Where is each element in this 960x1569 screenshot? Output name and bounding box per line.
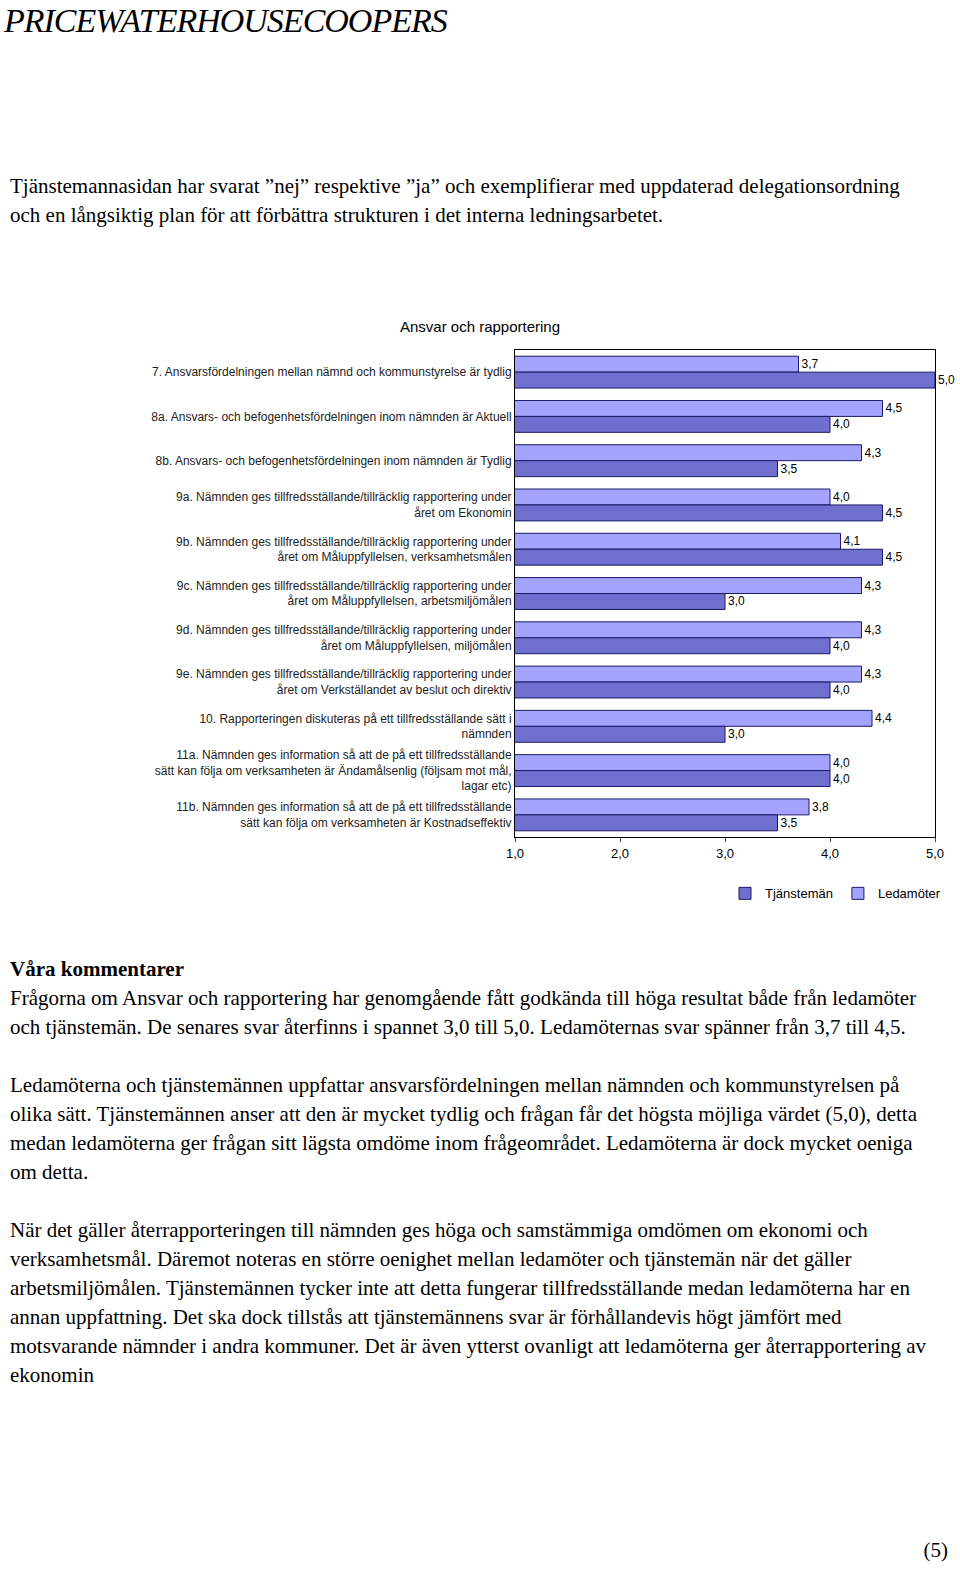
svg-text:9b. Nämnden ges tillfredsställ: 9b. Nämnden ges tillfredsställande/tillr…	[176, 535, 512, 565]
svg-text:4,5: 4,5	[886, 401, 903, 415]
svg-text:3,8: 3,8	[812, 800, 829, 814]
svg-text:9e. Nämnden ges tillfredsställ: 9e. Nämnden ges tillfredsställande/tillr…	[176, 667, 512, 697]
svg-text:Ledamöter: Ledamöter	[878, 886, 941, 901]
svg-text:4,3: 4,3	[865, 667, 882, 681]
svg-text:3,0: 3,0	[716, 846, 734, 861]
html-text:När det gäller återrapporterin: När det gäller återrapporteringen till n…	[10, 1218, 927, 1387]
svg-text:2,0: 2,0	[611, 846, 629, 861]
svg-text:4,3: 4,3	[865, 579, 882, 593]
svg-text:Ansvar och rapportering: Ansvar och rapportering	[400, 318, 560, 335]
svg-text:10. Rapporteringen diskuteras: 10. Rapporteringen diskuteras på ett til…	[199, 712, 511, 742]
svg-text:4,4: 4,4	[875, 711, 892, 725]
svg-text:3,7: 3,7	[802, 357, 819, 371]
svg-text:5,0: 5,0	[926, 846, 944, 861]
svg-text:5,0: 5,0	[938, 373, 955, 387]
svg-text:7. Ansvarsfördelningen mellan: 7. Ansvarsfördelningen mellan nämnd och …	[152, 365, 512, 379]
svg-text:3,0: 3,0	[728, 727, 745, 741]
html-text:Tjänstemannasidan har svarat ”: Tjänstemannasidan har svarat ”nej” respe…	[10, 174, 900, 227]
svg-text:8b. Ansvars- och befogenhetsfö: 8b. Ansvars- och befogenhetsfördelningen…	[156, 454, 512, 468]
svg-text:11a. Nämnden ges information s: 11a. Nämnden ges information så att de p…	[155, 748, 512, 793]
svg-text:9d. Nämnden ges tillfredsställ: 9d. Nämnden ges tillfredsställande/tillr…	[176, 623, 512, 653]
svg-text:Tjänstemän: Tjänstemän	[765, 886, 833, 901]
svg-text:9c. Nämnden ges tillfredsställ: 9c. Nämnden ges tillfredsställande/tillr…	[177, 579, 512, 609]
html-text:(5): (5)	[923, 1538, 948, 1562]
svg-text:1,0: 1,0	[506, 846, 524, 861]
svg-text:3,5: 3,5	[781, 816, 798, 830]
svg-text:3,5: 3,5	[781, 462, 798, 476]
svg-text:4,3: 4,3	[865, 446, 882, 460]
svg-text:3,0: 3,0	[728, 594, 745, 608]
html-text:Ledamöterna och tjänstemännen: Ledamöterna och tjänstemännen uppfattar …	[10, 1073, 917, 1184]
html-text:Frågorna om Ansvar och rapport: Frågorna om Ansvar och rapportering har …	[10, 986, 917, 1039]
svg-text:4,0: 4,0	[833, 683, 850, 697]
svg-text:4,0: 4,0	[833, 417, 850, 431]
html-text:PRICEWATERHOUSECOOPERS: PRICEWATERHOUSECOOPERS	[4, 2, 447, 39]
svg-text:4,5: 4,5	[886, 506, 903, 520]
svg-text:4,0: 4,0	[833, 639, 850, 653]
svg-text:4,0: 4,0	[833, 756, 850, 770]
svg-text:8a. Ansvars- och befogenhetsfö: 8a. Ansvars- och befogenhetsfördelningen…	[151, 410, 511, 424]
svg-text:4,0: 4,0	[821, 846, 839, 861]
svg-text:4,0: 4,0	[833, 772, 850, 786]
svg-text:4,0: 4,0	[833, 490, 850, 504]
html-text:Våra kommentarer: Våra kommentarer	[10, 957, 184, 981]
svg-text:9a. Nämnden ges tillfredsställ: 9a. Nämnden ges tillfredsställande/tillr…	[176, 490, 512, 520]
svg-text:4,1: 4,1	[844, 534, 861, 548]
svg-text:11b. Nämnden ges information s: 11b. Nämnden ges information så att de p…	[176, 800, 512, 830]
svg-text:4,3: 4,3	[865, 623, 882, 637]
svg-text:4,5: 4,5	[886, 550, 903, 564]
